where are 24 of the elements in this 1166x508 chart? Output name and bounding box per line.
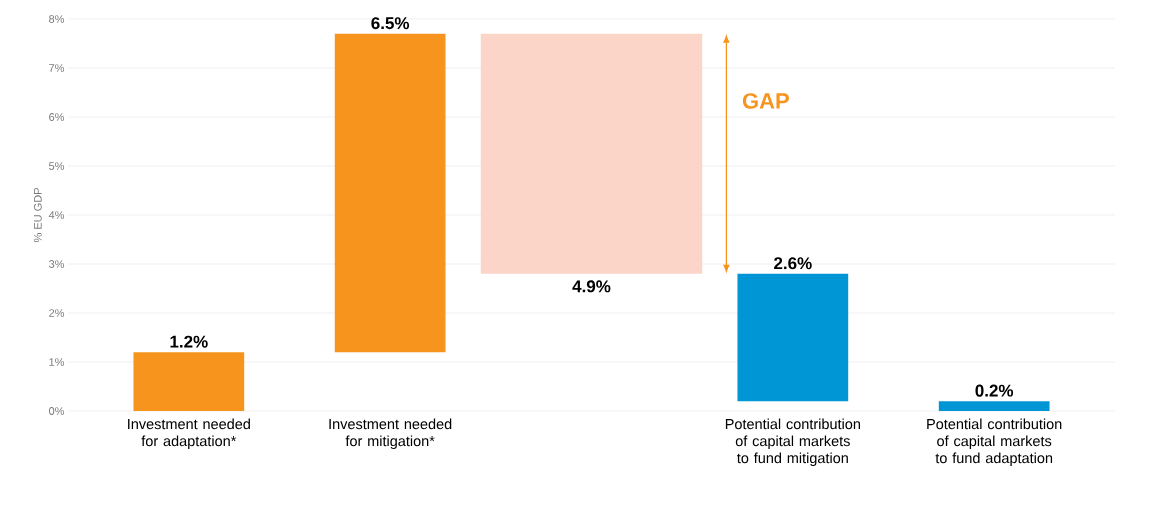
x-tick-label: Potential contribution of capital markets to fund mitigation <box>725 418 860 467</box>
y-tick-label: 4% <box>48 211 65 219</box>
y-axis-title: % EU GDP <box>33 188 42 243</box>
bar <box>133 352 245 411</box>
y-tick-label: 3% <box>49 260 65 268</box>
y-tick-label: 5% <box>49 162 65 170</box>
y-tick-label: 0% <box>49 407 65 415</box>
x-tick-label: Investment needed for adaptation* <box>128 418 250 450</box>
data-label: 6.5% <box>371 17 410 30</box>
data-label: 4.9% <box>572 280 611 293</box>
data-label: 2.6% <box>774 257 812 270</box>
y-tick-label: 7% <box>49 64 65 72</box>
annotation: GAP <box>742 93 789 109</box>
bar <box>938 401 1050 411</box>
bar <box>737 273 849 402</box>
y-tick-label: 2% <box>49 309 65 317</box>
y-tick-label: 1% <box>49 358 65 366</box>
y-tick-label: 6% <box>49 113 65 121</box>
bar <box>334 33 446 353</box>
data-label: 1.2% <box>170 335 208 348</box>
y-tick-label: 8% <box>49 15 65 23</box>
data-label: 0.2% <box>975 384 1014 397</box>
x-tick-label: Potential contribution of capital markets to fund adaptation <box>927 418 1062 467</box>
x-tick-label: Investment needed for mitigation* <box>329 418 452 450</box>
